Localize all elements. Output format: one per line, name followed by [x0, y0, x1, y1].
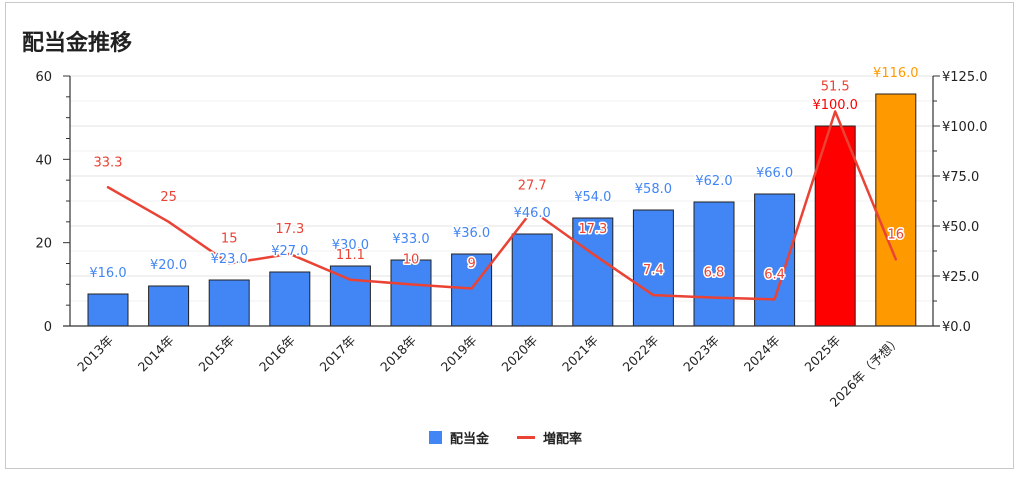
growth-rate-line — [106, 110, 898, 301]
dividend-bar-1 — [148, 285, 190, 327]
growth-rate-value-label-13: 16 — [888, 227, 905, 242]
growth-rate-value-label-12: 51.5 — [821, 79, 850, 94]
left-axis-tick-label: 60 — [35, 70, 52, 85]
dividend-value-label-12: ¥100.0 — [812, 98, 858, 113]
growth-rate-value-label-8: 17.3 — [578, 222, 607, 237]
dividend-value-label-8: ¥54.0 — [574, 190, 611, 205]
dividend-bar-10 — [693, 201, 735, 327]
dividend-bar-8 — [572, 217, 614, 327]
dividend-value-label-3: ¥27.0 — [271, 244, 308, 259]
right-axis-tick-label: ¥125.0 — [942, 70, 988, 85]
left-axis-tick-label: 40 — [35, 153, 52, 168]
dividend-value-label-1: ¥20.0 — [150, 258, 187, 273]
dividend-value-label-6: ¥36.0 — [453, 226, 490, 241]
dividend-bar-4 — [329, 265, 371, 327]
right-axis-tick-label: ¥25.0 — [942, 270, 979, 285]
growth-rate-value-label-6: 9 — [467, 257, 475, 272]
dividend-value-label-4: ¥30.0 — [332, 238, 369, 253]
dividend-bar-5 — [390, 259, 432, 327]
right-axis-tick-label: ¥75.0 — [942, 170, 979, 185]
dividend-value-label-7: ¥46.0 — [514, 206, 551, 221]
dividend-bar-3 — [269, 271, 311, 327]
dividend-value-label-2: ¥23.0 — [211, 252, 248, 267]
dividend-value-label-0: ¥16.0 — [89, 266, 126, 281]
dividend-value-label-11: ¥66.0 — [756, 166, 793, 181]
left-axis-tick-labels: 0 20 40 60 — [35, 70, 52, 335]
legend-swatch-growth-rate — [517, 436, 535, 439]
growth-rate-value-label-1: 25 — [160, 190, 177, 205]
legend-label-dividend: 配当金 — [450, 431, 490, 447]
growth-rate-value-label-11: 6.4 — [764, 267, 785, 282]
dividend-bar-12 — [814, 125, 856, 327]
dividend-bar-6 — [451, 253, 493, 327]
data-labels: ¥16.0 ¥20.0 ¥23.0 ¥27.0 ¥30.0 ¥33.0 ¥36.0 ¥46.0… — [88, 65, 920, 284]
growth-rate-value-label-4: 11.1 — [336, 248, 365, 263]
right-axis-tick-label: ¥100.0 — [942, 120, 988, 135]
growth-rate-value-label-10: 6.8 — [704, 266, 725, 281]
legend-swatch-dividend — [429, 431, 442, 444]
growth-rate-value-label-9: 7.4 — [643, 263, 664, 278]
dividend-value-label-5: ¥33.0 — [392, 232, 429, 247]
right-axis-tick-label: ¥0.0 — [942, 320, 971, 335]
growth-rate-value-label-2: 15 — [221, 232, 238, 247]
dividend-value-label-9: ¥58.0 — [635, 182, 672, 197]
dividend-bar-2 — [208, 279, 250, 327]
growth-rate-value-label-0: 33.3 — [94, 155, 123, 170]
left-axis-tick-label: 20 — [35, 237, 52, 252]
dividend-bar-0 — [87, 293, 129, 327]
growth-rate-value-label-5: 10 — [403, 252, 420, 267]
left-axis-tick-label: 0 — [44, 320, 52, 335]
axes — [63, 75, 940, 327]
legend-label-growth-rate: 増配率 — [543, 431, 582, 447]
growth-rate-value-label-3: 17.3 — [275, 222, 304, 237]
chart-title: 配当金推移 — [22, 30, 132, 56]
legend: 配当金 増配率 — [429, 431, 582, 447]
dividend-bar-series — [87, 93, 917, 327]
growth-rate-value-label-7: 27.7 — [518, 179, 547, 194]
chart-frame — [5, 2, 1014, 469]
right-axis-tick-labels: ¥0.0 ¥25.0 ¥50.0 ¥75.0 ¥100.0 ¥125.0 — [942, 70, 988, 335]
dividend-bar-9 — [632, 209, 674, 327]
dividend-value-label-10: ¥62.0 — [695, 174, 732, 189]
dividend-bar-7 — [511, 233, 553, 327]
dividend-value-label-13: ¥116.0 — [873, 66, 919, 81]
dividend-bar-11 — [754, 193, 796, 327]
right-axis-tick-label: ¥50.0 — [942, 220, 979, 235]
dividend-bar-13 — [875, 93, 917, 327]
